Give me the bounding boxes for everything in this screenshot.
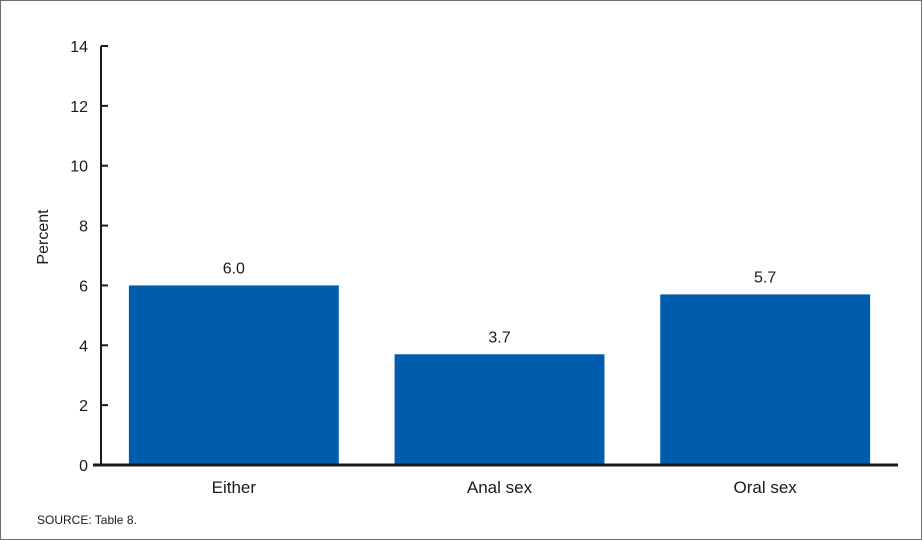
bar <box>394 354 605 465</box>
y-tick-label: 6 <box>79 278 88 295</box>
bar <box>660 294 871 465</box>
x-category-label: Anal sex <box>467 478 533 497</box>
y-tick-label: 12 <box>70 99 88 116</box>
bar-value-label: 6.0 <box>223 260 245 277</box>
y-tick-label: 14 <box>70 39 88 56</box>
bar-value-label: 3.7 <box>488 329 510 346</box>
y-tick-label: 2 <box>79 398 88 415</box>
bar <box>128 285 339 465</box>
y-axis-title: Percent <box>35 209 52 265</box>
data-labels: 6.0 3.7 5.7 <box>223 260 777 346</box>
bar-series <box>128 285 871 465</box>
y-axis: 0 2 4 6 8 10 12 14 <box>70 39 108 475</box>
bar-value-label: 5.7 <box>754 269 776 286</box>
y-tick-label: 10 <box>70 159 88 176</box>
y-tick-label: 0 <box>79 458 88 475</box>
x-category-label: Either <box>212 478 257 497</box>
source-note: SOURCE: Table 8. <box>37 513 137 527</box>
x-axis: Either Anal sex Oral sex <box>93 463 898 497</box>
y-tick-label: 8 <box>79 219 88 236</box>
x-category-label: Oral sex <box>734 478 798 497</box>
y-tick-label: 4 <box>79 338 88 355</box>
